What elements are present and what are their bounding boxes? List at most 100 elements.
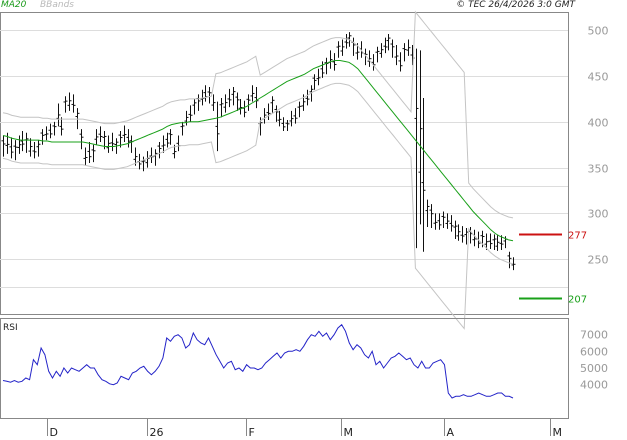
price-bar: [211, 94, 216, 111]
bbands-lower-line: [2, 82, 514, 330]
ma20-line: [2, 60, 514, 242]
rsi-line: [2, 323, 514, 399]
price-bar: [129, 135, 134, 153]
x-tick-label: F: [249, 426, 255, 439]
price-bar: [188, 105, 193, 122]
price-bar: [161, 135, 166, 153]
rsi-frame: [0, 318, 569, 419]
price-bar: [44, 126, 49, 141]
price-bar: [203, 85, 208, 102]
price-bar: [215, 101, 220, 152]
price-bar: [351, 37, 356, 56]
price-bar: [17, 135, 22, 154]
rsi-tick-label: 5000: [580, 362, 608, 375]
price-bar: [20, 130, 25, 152]
price-bar: [488, 233, 493, 250]
price-bar: [141, 156, 146, 172]
x-tick-label: M: [553, 426, 563, 439]
price-bar: [316, 68, 321, 86]
price-bar: [297, 101, 302, 118]
price-bar: [165, 132, 170, 148]
price-bar: [445, 213, 450, 229]
price-bar: [394, 44, 399, 66]
price-bar: [28, 138, 33, 157]
price-bar: [320, 61, 325, 78]
price-bar: [332, 53, 337, 71]
price-bar: [386, 33, 391, 51]
price-bar: [180, 121, 185, 136]
price-bar: [499, 235, 504, 250]
price-panel: 250 300 350 400 450 500 277 207: [0, 10, 609, 330]
price-bar: [277, 110, 282, 127]
price-bar: [192, 98, 197, 115]
x-tick-label: A: [447, 426, 455, 439]
x-tick-label: D: [50, 426, 58, 439]
price-bar: [87, 141, 92, 163]
price-bar: [402, 43, 407, 62]
price-bar: [24, 132, 29, 153]
price-bar: [492, 234, 497, 250]
price-bar: [196, 94, 201, 111]
price-bar: [460, 226, 465, 243]
price-bar: [52, 121, 57, 136]
x-tick-label: 26: [150, 426, 164, 439]
price-bar: [383, 37, 388, 54]
price-tick-label: 400: [588, 117, 609, 130]
price-bar: [79, 129, 84, 150]
price-bar: [390, 39, 395, 58]
price-bar: [274, 105, 279, 122]
price-bar: [110, 132, 115, 152]
price-bar: [106, 135, 111, 153]
price-bar: [266, 103, 271, 120]
ma20-legend-label: MA20: [1, 0, 27, 10]
price-bar: [48, 123, 53, 139]
price-bar: [91, 144, 96, 163]
rsi-tick-label: 6000: [580, 345, 608, 358]
price-bar: [94, 129, 99, 145]
price-bar: [67, 92, 72, 111]
price-bar: [312, 74, 317, 90]
price-bar: [223, 94, 228, 113]
price-bar: [398, 52, 403, 72]
price-bar: [406, 39, 411, 56]
price-bar: [63, 96, 68, 113]
price-bar: [231, 87, 236, 106]
price-bar: [456, 224, 461, 241]
price-bar: [246, 94, 251, 111]
price-bar: [242, 100, 247, 118]
price-bar: [507, 251, 512, 269]
price-bar: [153, 149, 158, 166]
price-bar: [238, 98, 243, 115]
price-bar: [83, 147, 88, 166]
price-bar: [13, 140, 18, 161]
price-bar: [227, 88, 232, 108]
price-tick-label: 450: [588, 71, 609, 84]
price-bar: [324, 57, 329, 75]
price-bar: [511, 257, 516, 271]
price-bar: [157, 141, 162, 159]
price-bar: [336, 41, 341, 58]
price-bar: [36, 140, 41, 157]
bbands-legend-label: BBands: [40, 0, 74, 10]
rsi-panel: 4000 5000 6000 7000 RSI: [0, 318, 608, 419]
price-bar: [421, 98, 426, 252]
price-frame: [0, 12, 569, 315]
price-bar: [98, 126, 103, 142]
price-bar: [285, 119, 290, 131]
price-bar: [484, 233, 489, 250]
price-bar: [495, 235, 500, 251]
price-bar: [281, 117, 286, 131]
copyright-text: © TEC 26/4/2026 3:0 GMT: [456, 0, 575, 10]
price-bar: [344, 33, 349, 49]
price-bar: [425, 199, 430, 228]
price-bar: [235, 92, 240, 111]
x-tick-label: M: [344, 426, 354, 439]
price-bar: [375, 46, 380, 63]
rsi-tick-label: 4000: [580, 379, 608, 392]
price-bar: [289, 110, 294, 127]
price-tick-label: 250: [588, 254, 609, 267]
price-bar: [433, 213, 438, 230]
bbands-upper-line: [2, 10, 514, 219]
price-bar: [305, 89, 310, 106]
